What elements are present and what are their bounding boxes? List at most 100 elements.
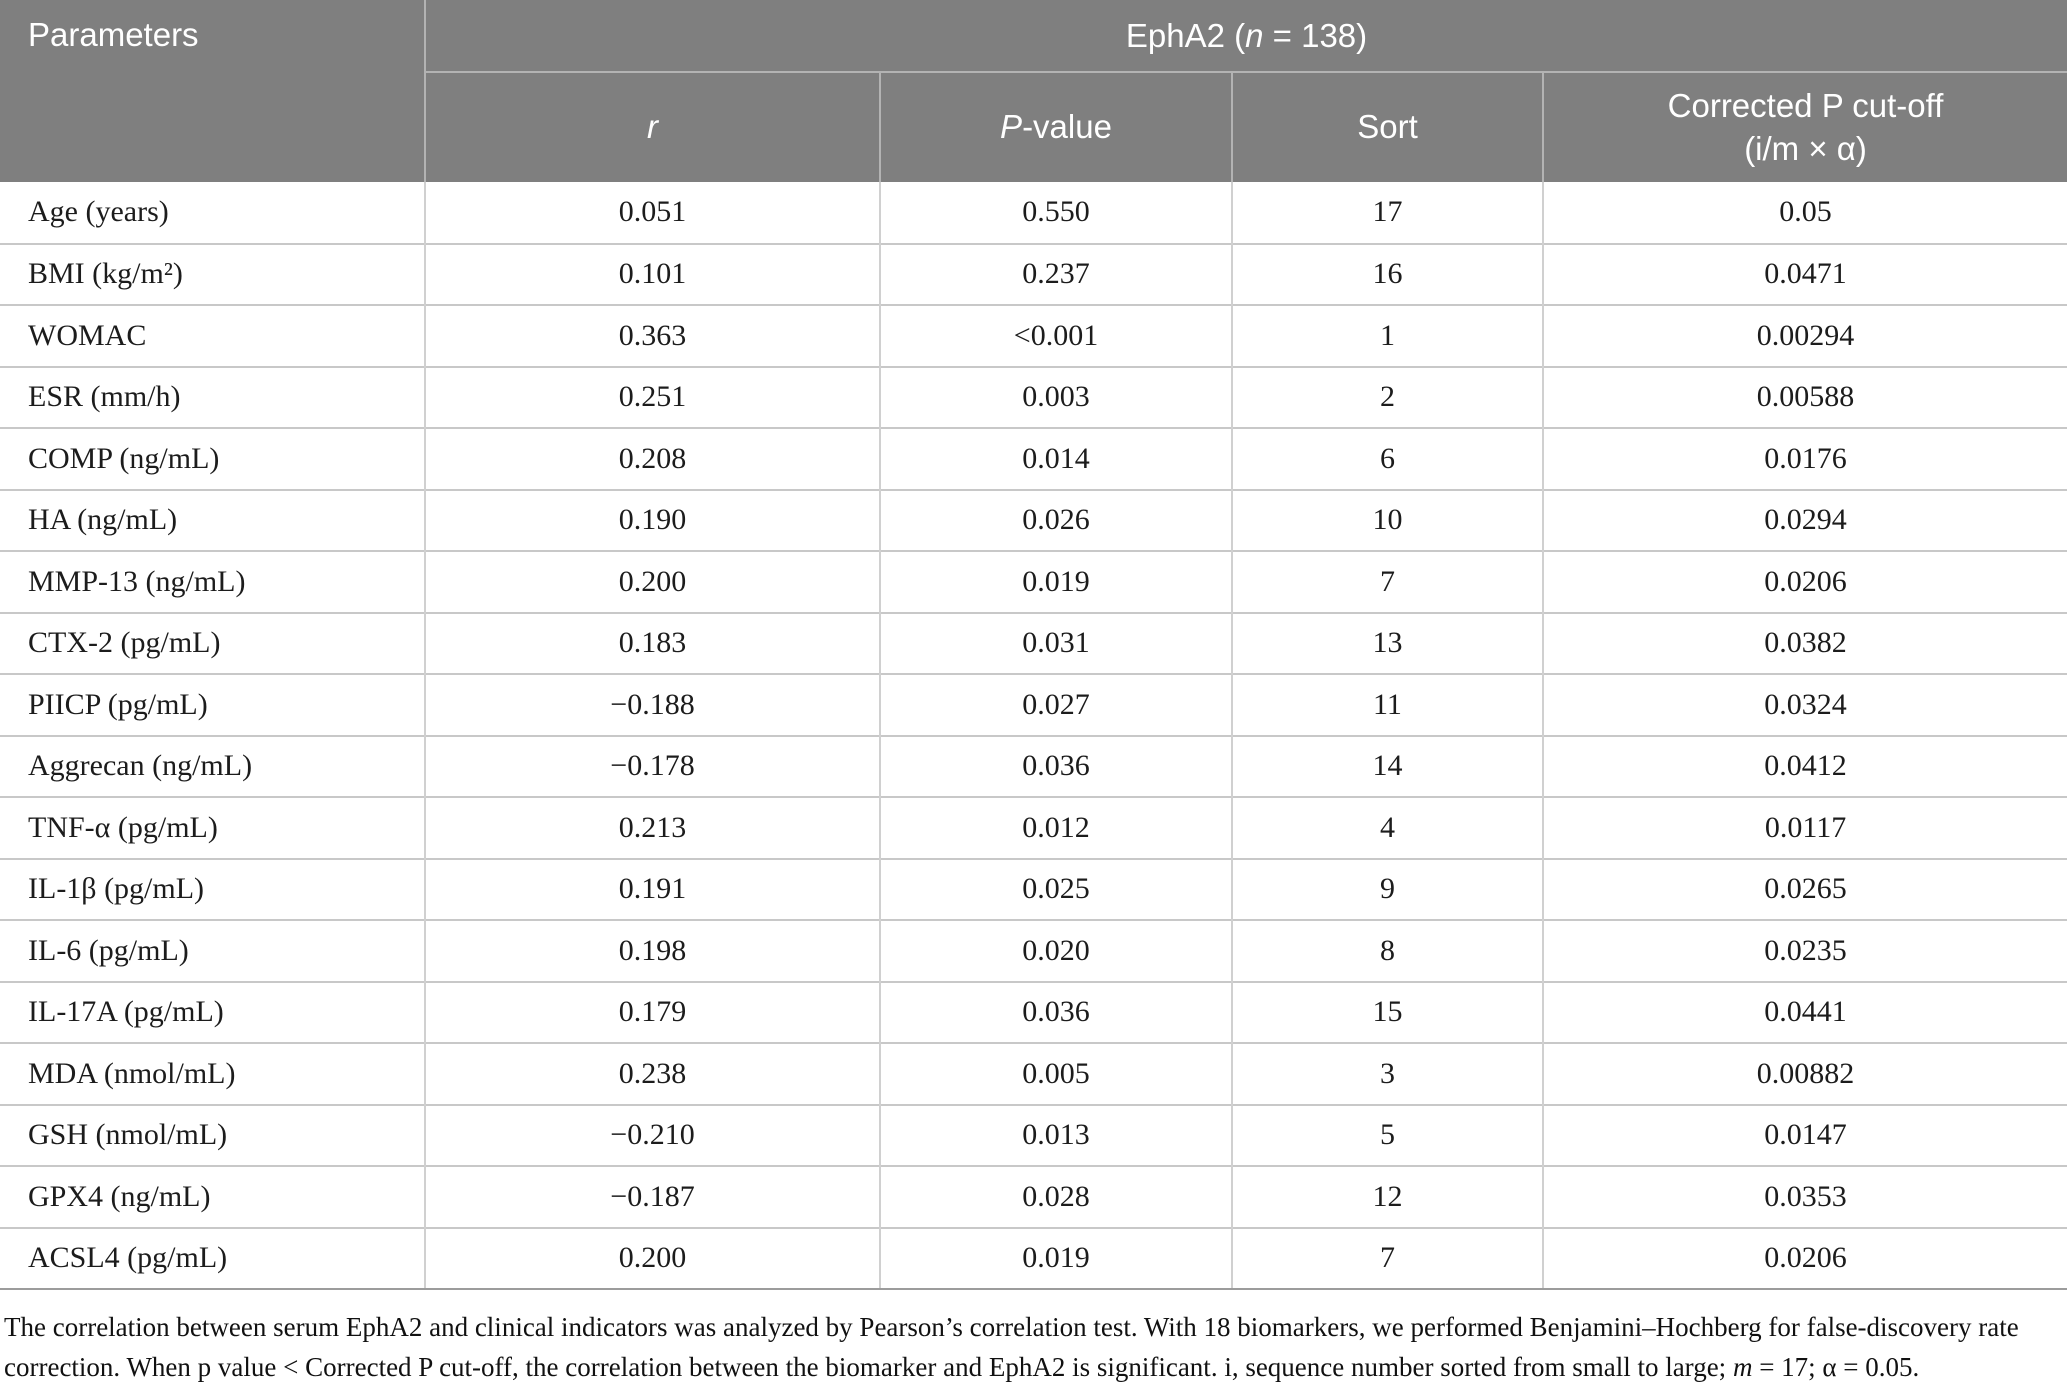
r-cell: −0.187: [424, 1165, 880, 1228]
cutoff-cell: 0.00294: [1541, 304, 2067, 367]
header-group-row: Parameters EphA2 (n = 138): [0, 0, 2067, 182]
r-cell: 0.101: [424, 242, 880, 305]
param-cell: HA (ng/mL): [0, 488, 425, 551]
cutoff-cell: 0.0147: [1541, 1103, 2067, 1166]
table-row: HA (ng/mL) 0.190 0.026 10 0.0294: [0, 488, 2067, 551]
sort-cell: 2: [1231, 365, 1543, 428]
r-cell: 0.179: [424, 980, 880, 1043]
parameters-label: Parameters: [28, 16, 199, 53]
cutoff-cell: 0.0235: [1541, 919, 2067, 982]
p-value-cell: 0.025: [879, 857, 1232, 920]
param-cell: IL-6 (pg/mL): [0, 919, 425, 982]
p-value-cell: 0.012: [879, 796, 1232, 859]
cutoff-cell: 0.0412: [1541, 734, 2067, 797]
param-cell: GSH (nmol/mL): [0, 1103, 425, 1166]
table-row: CTX-2 (pg/mL) 0.183 0.031 13 0.0382: [0, 611, 2067, 674]
param-cell: MMP-13 (ng/mL): [0, 550, 425, 613]
header-columns-row: r P-value Sort Corrected P cut-off (i/m ×…: [0, 72, 2067, 182]
table-row: IL-1β (pg/mL) 0.191 0.025 9 0.0265: [0, 857, 2067, 920]
table-row: MMP-13 (ng/mL) 0.200 0.019 7 0.0206: [0, 550, 2067, 613]
param-cell: BMI (kg/m²): [0, 242, 425, 305]
sort-cell: 11: [1231, 673, 1543, 736]
p-value-cell: 0.027: [879, 673, 1232, 736]
table-row: PIICP (pg/mL) −0.188 0.027 11 0.0324: [0, 673, 2067, 736]
footnote-m-italic: m: [1732, 1351, 1753, 1382]
sort-cell: 9: [1231, 857, 1543, 920]
p-value-cell: 0.019: [879, 550, 1232, 613]
sort-cell: 17: [1231, 182, 1543, 244]
sort-cell: 16: [1231, 242, 1543, 305]
r-cell: 0.238: [424, 1042, 880, 1105]
sort-cell: 12: [1231, 1165, 1543, 1228]
table-body: Age (years) 0.051 0.550 17 0.05 BMI (kg/…: [0, 182, 2067, 1290]
table-row: IL-17A (pg/mL) 0.179 0.036 15 0.0441: [0, 980, 2067, 1043]
sort-cell: 5: [1231, 1103, 1543, 1166]
p-value-cell: <0.001: [879, 304, 1232, 367]
sort-cell: 3: [1231, 1042, 1543, 1105]
param-cell: Age (years): [28, 195, 169, 229]
column-header-p-value: P-value: [879, 72, 1232, 182]
param-cell: PIICP (pg/mL): [0, 673, 425, 736]
cutoff-cell: 0.0441: [1541, 980, 2067, 1043]
param-cell: COMP (ng/mL): [0, 427, 425, 490]
cutoff-cell: 0.00882: [1541, 1042, 2067, 1105]
r-cell: 0.251: [424, 365, 880, 428]
cutoff-cell: 0.0206: [1541, 1226, 2067, 1290]
table-footnote: The correlation between serum EphA2 and …: [0, 1290, 2065, 1383]
sort-cell: 13: [1231, 611, 1543, 674]
cutoff-cell: 0.0324: [1541, 673, 2067, 736]
table-header: Parameters EphA2 (n = 138) r P-value Sor…: [0, 0, 2067, 182]
table-row: IL-6 (pg/mL) 0.198 0.020 8 0.0235: [0, 919, 2067, 982]
sort-cell: 10: [1231, 488, 1543, 551]
r-cell: 0.200: [424, 550, 880, 613]
table-row: Age (years) 0.051 0.550 17 0.05: [0, 182, 2067, 244]
cutoff-cell: 0.0294: [1541, 488, 2067, 551]
p-value-cell: 0.550: [879, 182, 1232, 244]
sort-cell: 15: [1231, 980, 1543, 1043]
sort-cell: 7: [1231, 550, 1543, 613]
cutoff-cell: 0.0471: [1541, 242, 2067, 305]
param-cell: TNF-α (pg/mL): [0, 796, 425, 859]
footnote-text-end: = 17; α = 0.05.: [1752, 1351, 1920, 1382]
sort-cell: 6: [1231, 427, 1543, 490]
table-row: GSH (nmol/mL) −0.210 0.013 5 0.0147: [0, 1103, 2067, 1166]
p-value-cell: 0.019: [879, 1226, 1232, 1290]
cutoff-cell: 0.0206: [1541, 550, 2067, 613]
r-cell: −0.188: [424, 673, 880, 736]
cutoff-cell: 0.0353: [1541, 1165, 2067, 1228]
p-value-cell: 0.237: [879, 242, 1232, 305]
r-cell: −0.210: [424, 1103, 880, 1166]
r-cell: −0.178: [424, 734, 880, 797]
table-row: COMP (ng/mL) 0.208 0.014 6 0.0176: [0, 427, 2067, 490]
r-cell: 0.198: [424, 919, 880, 982]
p-value-cell: 0.036: [879, 980, 1232, 1043]
sort-cell: 7: [1231, 1226, 1543, 1290]
table-row: ESR (mm/h) 0.251 0.003 2 0.00588: [0, 365, 2067, 428]
param-cell: ACSL4 (pg/mL): [0, 1226, 425, 1290]
cutoff-cell: 0.00588: [1541, 365, 2067, 428]
p-value-cell: 0.036: [879, 734, 1232, 797]
r-cell: 0.191: [424, 857, 880, 920]
table-row: TNF-α (pg/mL) 0.213 0.012 4 0.0117: [0, 796, 2067, 859]
p-value-cell: 0.031: [879, 611, 1232, 674]
param-cell: WOMAC: [0, 304, 425, 367]
param-cell: ESR (mm/h): [0, 365, 425, 428]
r-cell: 0.051: [424, 182, 880, 244]
p-value-cell: 0.026: [879, 488, 1232, 551]
table-row: WOMAC 0.363 <0.001 1 0.00294: [0, 304, 2067, 367]
r-cell: 0.363: [424, 304, 880, 367]
sort-cell: 8: [1231, 919, 1543, 982]
cutoff-cell: 0.0265: [1541, 857, 2067, 920]
table-row: GPX4 (ng/mL) −0.187 0.028 12 0.0353: [0, 1165, 2067, 1228]
cutoff-cell: 0.0176: [1541, 427, 2067, 490]
param-cell: IL-1β (pg/mL): [0, 857, 425, 920]
table-row: Aggrecan (ng/mL) −0.178 0.036 14 0.0412: [0, 734, 2067, 797]
column-header-parameters: Parameters: [0, 0, 425, 182]
param-cell: CTX-2 (pg/mL): [0, 611, 425, 674]
table-row: BMI (kg/m²) 0.101 0.237 16 0.0471: [0, 242, 2067, 305]
p-value-cell: 0.028: [879, 1165, 1232, 1228]
footnote-text: The correlation between serum EphA2 and …: [4, 1312, 2019, 1382]
r-cell: 0.200: [424, 1226, 880, 1290]
correlation-table: Parameters EphA2 (n = 138) r P-value Sor…: [0, 0, 2067, 1290]
